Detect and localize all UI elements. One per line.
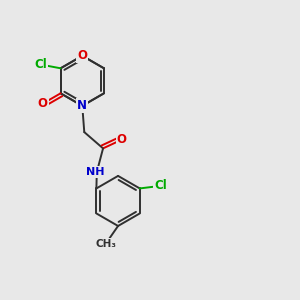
Text: O: O — [77, 49, 87, 62]
Text: O: O — [38, 97, 48, 110]
Text: NH: NH — [86, 167, 105, 177]
Text: O: O — [117, 133, 127, 146]
Text: N: N — [77, 99, 87, 112]
Text: CH₃: CH₃ — [95, 239, 116, 249]
Text: Cl: Cl — [34, 58, 47, 71]
Text: Cl: Cl — [154, 179, 167, 192]
